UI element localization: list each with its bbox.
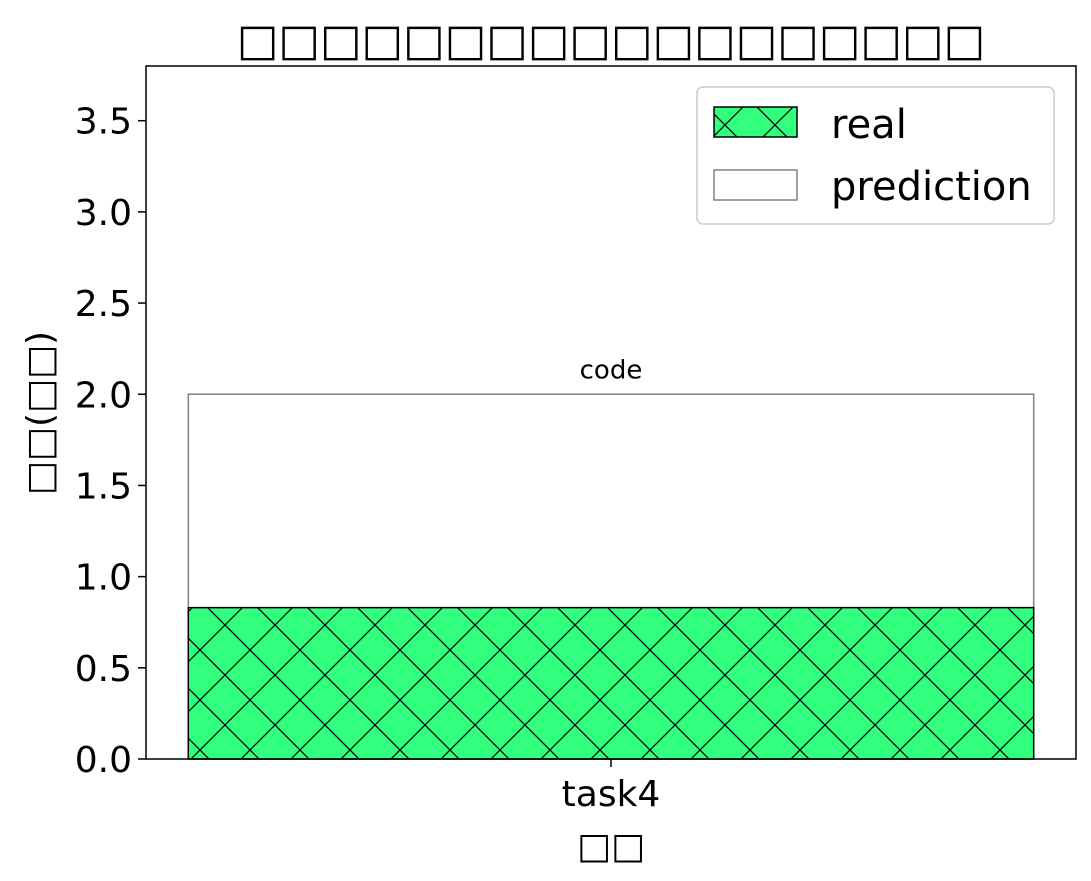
x-tick-label: task4 bbox=[562, 774, 661, 815]
y-tick-label: 3.5 bbox=[75, 102, 132, 143]
y-tick-label: 0.0 bbox=[75, 740, 132, 781]
bar-real bbox=[187, 606, 1035, 760]
legend-label-real: real bbox=[831, 102, 907, 148]
y-axis-label: □□(□□) bbox=[20, 331, 61, 495]
y-tick-label: 1.5 bbox=[75, 466, 132, 507]
legend: real prediction bbox=[696, 86, 1055, 225]
legend-swatch-real bbox=[713, 106, 798, 138]
y-tick-label: 1.0 bbox=[75, 558, 132, 599]
y-tick-label: 2.0 bbox=[75, 375, 132, 416]
y-tick-label: 3.0 bbox=[75, 193, 132, 234]
x-axis: task4 bbox=[562, 759, 661, 815]
bar-annotations: code bbox=[580, 355, 643, 385]
y-tick-label: 0.5 bbox=[75, 649, 132, 690]
y-tick-label: 2.5 bbox=[75, 284, 132, 325]
legend-label-prediction: prediction bbox=[831, 164, 1032, 210]
legend-swatch-prediction bbox=[713, 169, 798, 201]
y-axis: 0.0 0.5 1.0 1.5 2.0 2.5 3.0 3.5 bbox=[75, 102, 146, 781]
bars-layer bbox=[187, 393, 1035, 760]
bar-annotation: code bbox=[580, 355, 643, 385]
chart-title: □□□□□□□□□□□□□□□□□□ bbox=[237, 15, 985, 66]
x-axis-label: □□ bbox=[577, 826, 645, 867]
